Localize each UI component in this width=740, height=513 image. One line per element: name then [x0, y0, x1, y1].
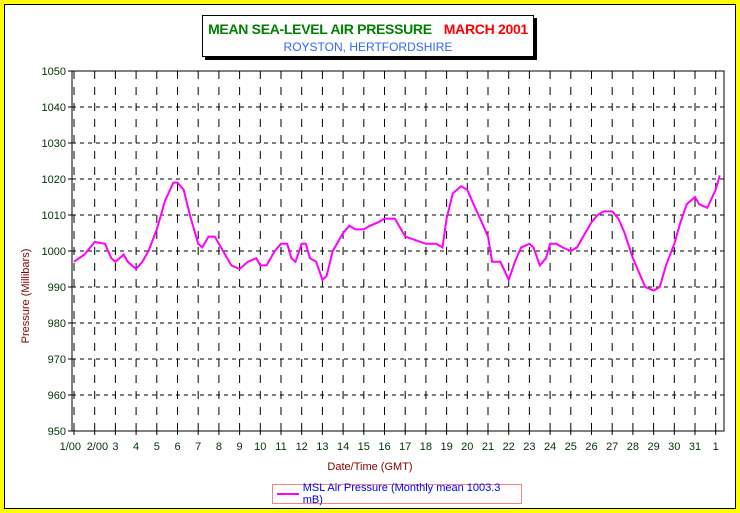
series-line-msl-pressure	[73, 175, 721, 292]
legend: MSL Air Pressure (Monthly mean 1003.3 mB…	[272, 482, 522, 506]
x-tick-label: 18	[420, 441, 432, 453]
x-tick-label: 19	[440, 441, 452, 453]
y-tick-label: 950	[48, 426, 66, 438]
x-tick-label: 5	[154, 441, 160, 453]
x-tick-label: 3	[112, 441, 118, 453]
x-tick-label: 17	[399, 441, 411, 453]
chart-title-month: MARCH 2001	[443, 21, 528, 37]
y-tick-label: 980	[48, 318, 66, 330]
x-tick-label: 27	[606, 441, 618, 453]
x-tick-label: 20	[461, 441, 473, 453]
x-tick-label: 4	[133, 441, 139, 453]
x-tick-label: 21	[482, 441, 494, 453]
x-tick-label: 28	[627, 441, 639, 453]
y-tick-label: 970	[48, 354, 66, 366]
chart-title: MEAN SEA-LEVEL AIR PRESSURE	[208, 21, 432, 37]
y-tick-label: 1050	[42, 66, 66, 78]
x-tick-label: 30	[668, 441, 680, 453]
y-axis-label: Pressure (Millibars)	[20, 248, 32, 344]
x-tick-label: 29	[647, 441, 659, 453]
x-axis-label: Date/Time (GMT)	[327, 461, 413, 473]
x-tick-label: 7	[195, 441, 201, 453]
x-tick-label: 1/00	[60, 441, 81, 453]
legend-swatch	[277, 493, 299, 495]
x-tick-label: 10	[254, 441, 266, 453]
x-tick-label: 1	[713, 441, 719, 453]
x-tick-label: 8	[216, 441, 222, 453]
x-tick-label: 25	[565, 441, 577, 453]
y-tick-label: 1000	[42, 246, 66, 258]
x-tick-label: 23	[523, 441, 535, 453]
x-tick-label: 26	[585, 441, 597, 453]
x-tick-label: 12	[296, 441, 308, 453]
y-tick-label: 1030	[42, 138, 66, 150]
x-tick-label: 13	[316, 441, 328, 453]
chart-window	[4, 4, 736, 509]
chart-title-box: MEAN SEA-LEVEL AIR PRESSURE MARCH 2001 RO…	[202, 15, 534, 57]
x-tick-label: 31	[689, 441, 701, 453]
x-tick-label: 24	[544, 441, 556, 453]
x-tick-label: 2/00	[87, 441, 108, 453]
y-tick-label: 960	[48, 390, 66, 402]
x-tick-label: 16	[378, 441, 390, 453]
y-tick-label: 1040	[42, 102, 66, 114]
chart-subtitle: ROYSTON, HERTFORDSHIRE	[283, 40, 453, 54]
x-tick-label: 15	[358, 441, 370, 453]
y-tick-label: 1010	[42, 210, 66, 222]
y-tick-label: 990	[48, 282, 66, 294]
y-tick-label: 1020	[42, 174, 66, 186]
legend-label: MSL Air Pressure (Monthly mean 1003.3 mB…	[302, 482, 501, 506]
x-tick-label: 14	[337, 441, 349, 453]
x-tick-label: 6	[174, 441, 180, 453]
x-tick-label: 9	[237, 441, 243, 453]
x-tick-label: 22	[503, 441, 515, 453]
plot-frame	[71, 70, 725, 432]
x-tick-label: 11	[275, 441, 286, 453]
